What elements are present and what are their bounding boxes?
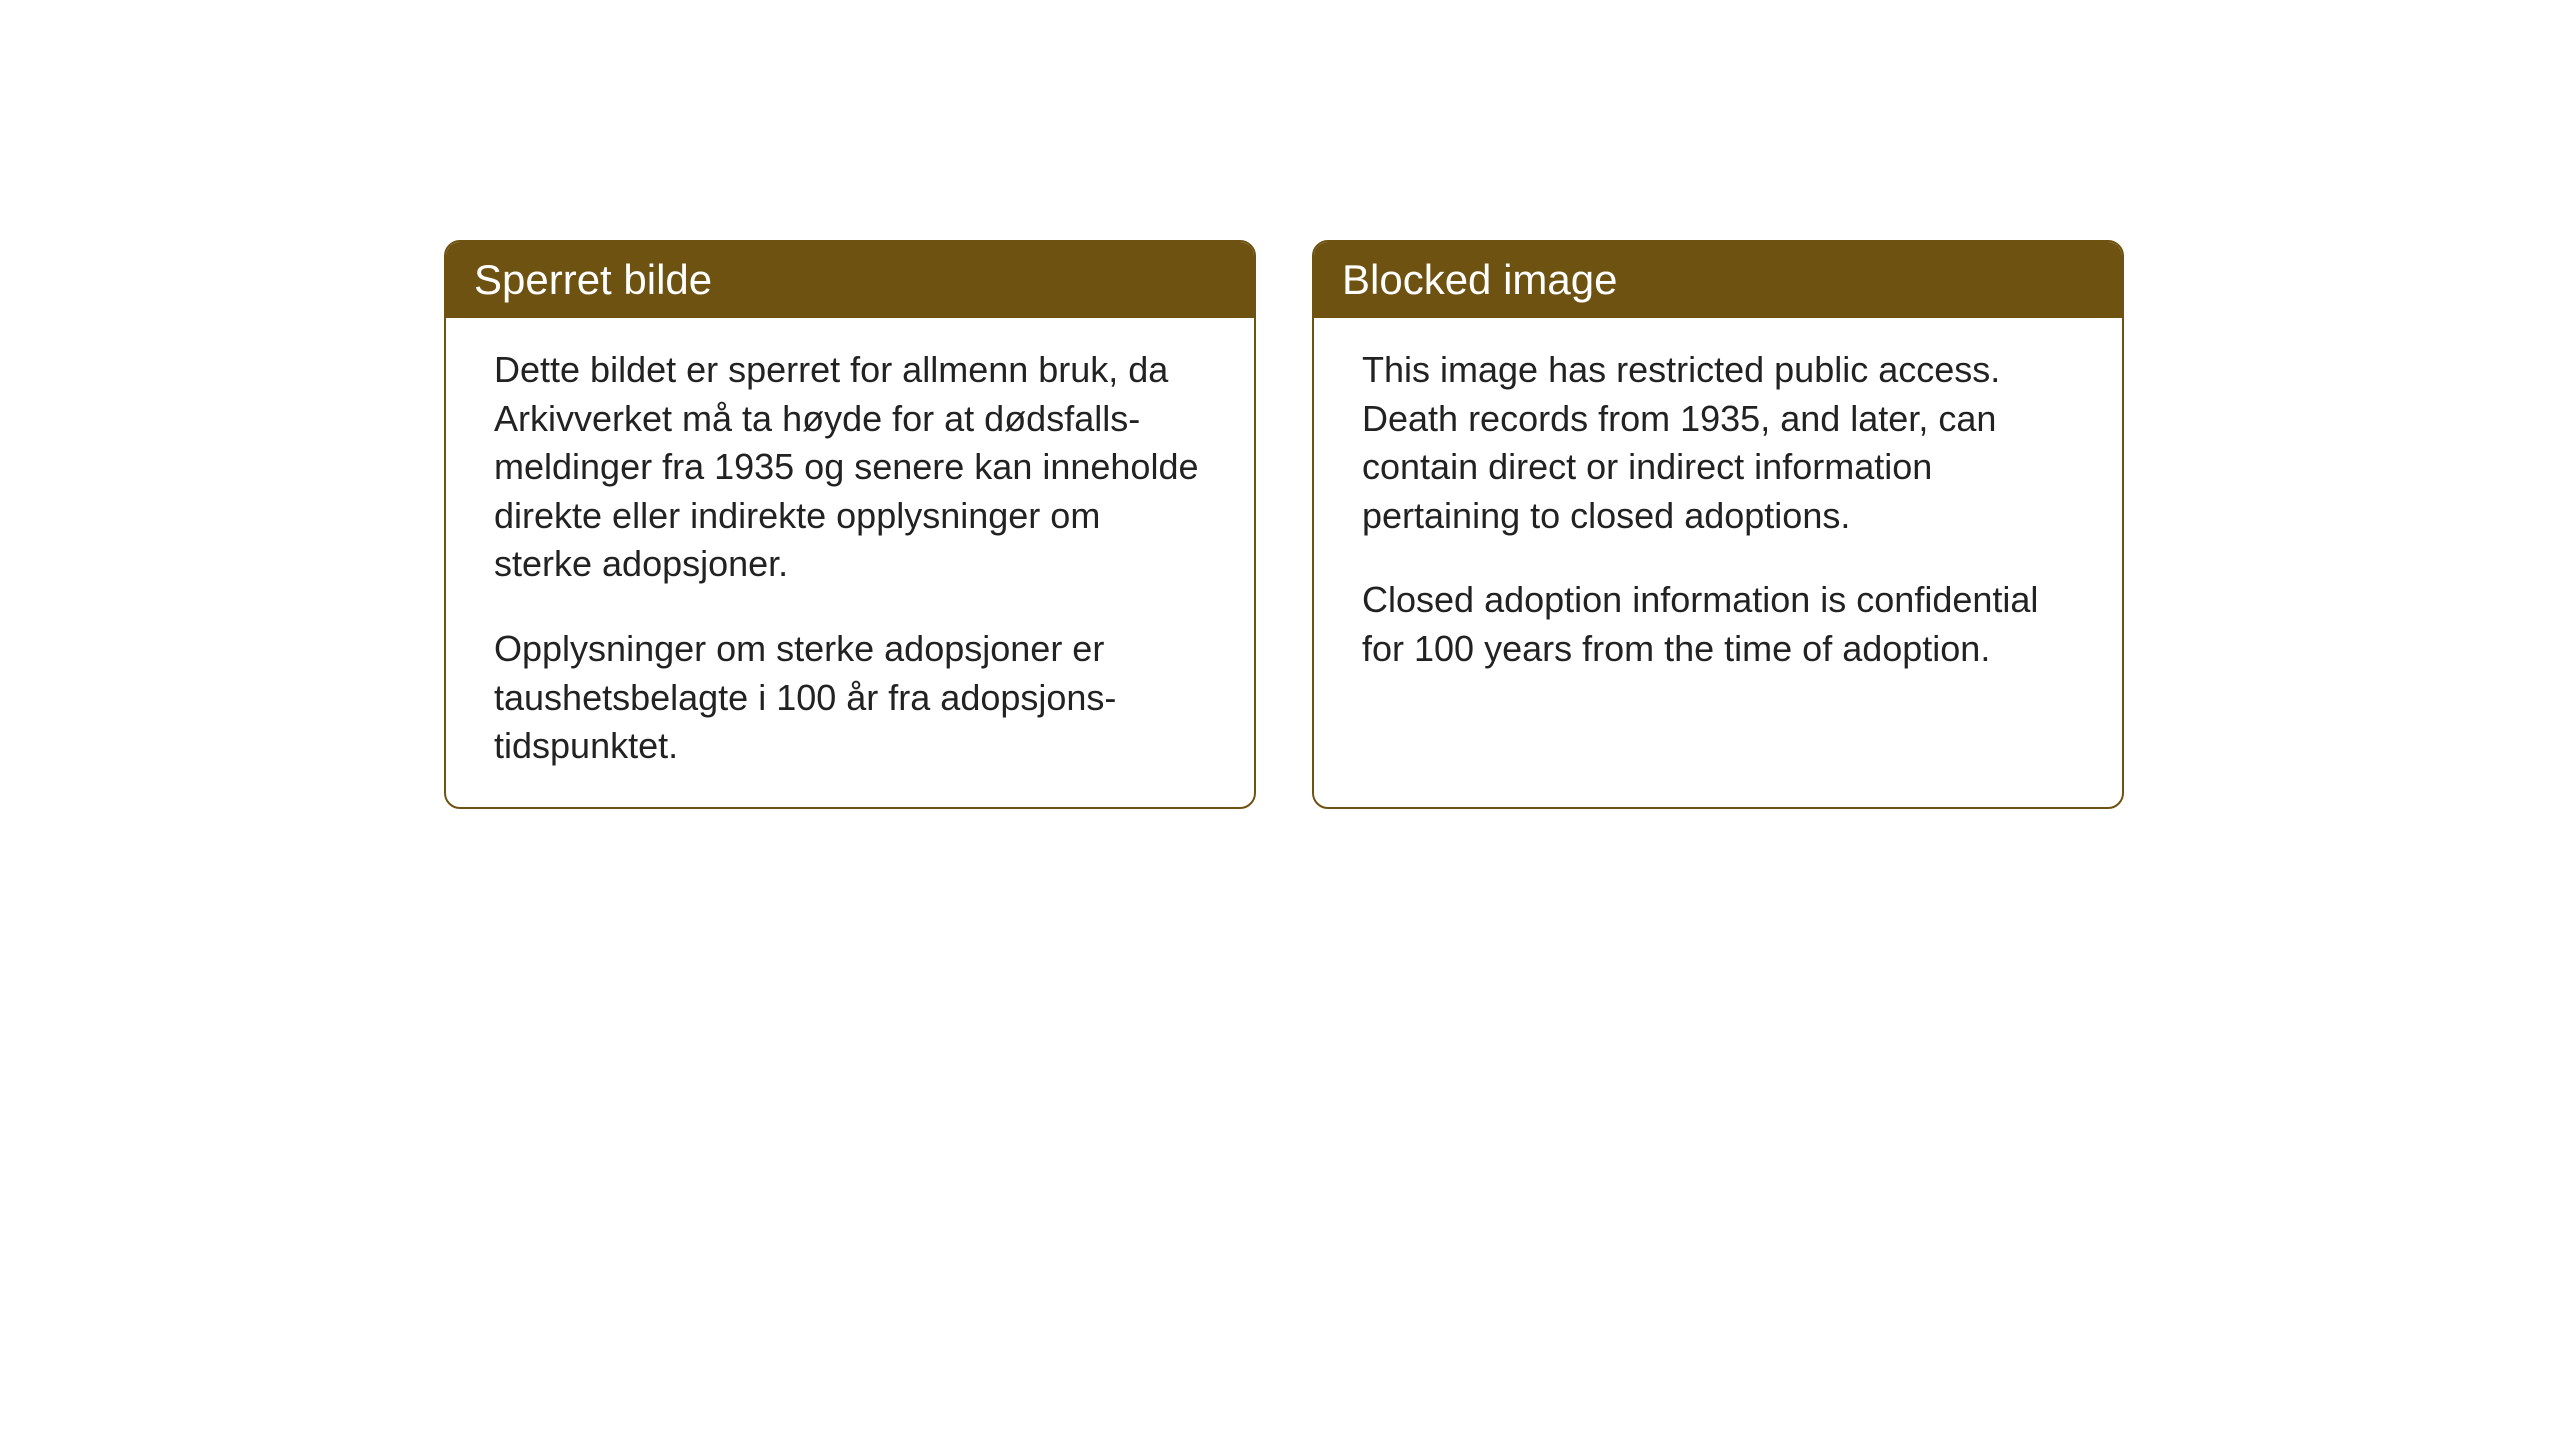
english-card: Blocked image This image has restricted …: [1312, 240, 2124, 809]
english-paragraph-2: Closed adoption information is confident…: [1362, 576, 2074, 673]
cards-container: Sperret bilde Dette bildet er sperret fo…: [444, 240, 2124, 809]
norwegian-card-title: Sperret bilde: [446, 242, 1254, 318]
norwegian-card: Sperret bilde Dette bildet er sperret fo…: [444, 240, 1256, 809]
english-paragraph-1: This image has restricted public access.…: [1362, 346, 2074, 540]
english-card-title: Blocked image: [1314, 242, 2122, 318]
norwegian-paragraph-2: Opplysninger om sterke adopsjoner er tau…: [494, 625, 1206, 771]
norwegian-paragraph-1: Dette bildet er sperret for allmenn bruk…: [494, 346, 1206, 589]
english-card-body: This image has restricted public access.…: [1314, 318, 2122, 710]
norwegian-card-body: Dette bildet er sperret for allmenn bruk…: [446, 318, 1254, 807]
